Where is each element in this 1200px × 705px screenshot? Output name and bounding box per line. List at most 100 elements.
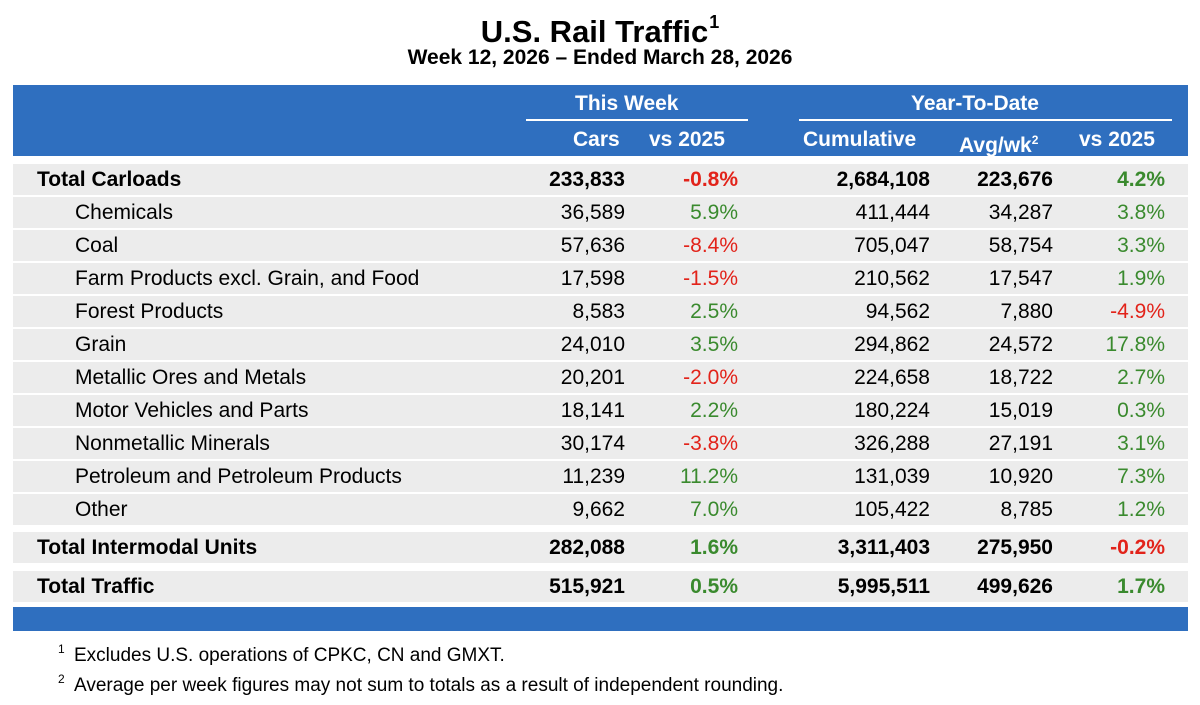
ytd-change: 3.8% [1117,201,1165,224]
cumulative-value: 210,562 [854,267,930,290]
avg-week-value: 58,754 [988,234,1053,257]
cars-value: 18,141 [560,399,625,422]
row-label: Petroleum and Petroleum Products [75,465,402,488]
ytd-change: 17.8% [1105,333,1165,356]
header-cumulative: Cumulative [803,128,917,151]
cumulative-value: 2,684,108 [836,168,930,191]
table-row: Motor Vehicles and Parts 18,141 2.2% 180,22… [13,395,1188,426]
header-vs2025: vs 2025 [649,128,725,151]
row-label: Metallic Ores and Metals [75,366,307,389]
table-row: Coal 57,636 -8.4% 705,047 58,754 3.3% [13,230,1188,261]
header-cars: Cars [573,128,620,151]
ytd-change: 0.3% [1117,399,1165,422]
table-row: Chemicals 36,589 5.9% 411,444 34,287 3.8% [13,197,1188,228]
row-label: Grain [75,333,127,356]
header-ytd: Year-To-Date [911,92,1039,115]
row-label: Other [75,498,128,521]
avg-week-value: 24,572 [988,333,1053,356]
cumulative-value: 705,047 [854,234,930,257]
cumulative-value: 3,311,403 [837,536,930,559]
footnote-1: 1 Excludes U.S. operations of CPKC, CN an… [58,642,505,666]
table-row: Metallic Ores and Metals 20,201 -2.0% 224,6… [13,362,1188,393]
cars-value: 36,589 [560,201,625,224]
cumulative-value: 224,658 [854,366,930,389]
ytd-change: 3.3% [1117,234,1165,257]
ytd-change: 1.2% [1117,498,1165,521]
cars-value: 8,583 [572,300,625,323]
cars-value: 57,636 [560,234,625,257]
table-row: Other 9,662 7.0% 105,422 8,785 1.2% [13,494,1188,525]
ytd-change: -4.9% [1110,300,1165,323]
row-label: Total Traffic [37,575,155,598]
footnote-2: 2 Average per week figures may not sum to… [58,672,784,696]
table-footer-bar [13,607,1188,631]
cars-change: 1.6% [690,536,738,559]
row-label: Forest Products [75,300,224,323]
ytd-change: 2.7% [1117,366,1165,389]
cars-change: 2.5% [690,300,738,323]
cars-value: 515,921 [549,575,625,598]
header-avgwk: Avg/wk2 [959,133,1039,157]
table-row: Total Intermodal Units 282,088 1.6% 3,311,4… [13,532,1188,563]
cars-change: 5.9% [690,201,738,224]
row-label: Motor Vehicles and Parts [75,399,309,422]
table-row: Forest Products 8,583 2.5% 94,562 7,880 -4.9% [13,296,1188,327]
cumulative-value: 294,862 [854,333,930,356]
cars-value: 9,662 [572,498,625,521]
page-subtitle: Week 12, 2026 – Ended March 28, 2026 [407,46,793,69]
avg-week-value: 34,287 [988,201,1053,224]
table-row: Farm Products excl. Grain, and Food 17,59… [13,263,1188,294]
row-label: Total Intermodal Units [37,536,258,559]
table-row: Grain 24,010 3.5% 294,862 24,572 17.8% [13,329,1188,360]
ytd-change: 1.9% [1117,267,1165,290]
cars-change: 11.2% [680,465,738,488]
table-row: Petroleum and Petroleum Products 11,239 11… [13,461,1188,492]
cars-change: 2.2% [690,399,738,422]
avg-week-value: 18,722 [988,366,1053,389]
avg-week-value: 7,880 [1000,300,1053,323]
cars-value: 30,174 [560,432,625,455]
cars-change: -0.8% [683,168,738,191]
cars-change: -8.4% [683,234,738,257]
this-week-divider [526,119,748,121]
cars-change: 3.5% [690,333,738,356]
avg-week-value: 275,950 [977,536,1053,559]
cumulative-value: 180,224 [854,399,930,422]
cars-change: -2.0% [683,366,738,389]
cars-change: 7.0% [690,498,738,521]
avg-week-value: 499,626 [977,575,1053,598]
table-row: Nonmetallic Minerals 30,174 -3.8% 326,288 27… [13,428,1188,459]
table-row: Total Carloads 233,833 -0.8% 2,684,108 223,6… [13,164,1188,195]
table-row: Total Traffic 515,921 0.5% 5,995,511 499,626… [13,571,1188,602]
avg-week-value: 223,676 [977,168,1053,191]
cars-value: 282,088 [549,536,625,559]
ytd-divider [799,119,1172,121]
row-label: Nonmetallic Minerals [75,432,270,455]
avg-week-value: 17,547 [988,267,1053,290]
avg-week-value: 10,920 [988,465,1053,488]
cars-change: -3.8% [683,432,738,455]
row-label: Chemicals [75,201,174,224]
cars-value: 233,833 [549,168,625,191]
cumulative-value: 326,288 [854,432,930,455]
cars-value: 17,598 [560,267,625,290]
title-footnote-mark: 1 [709,12,720,32]
row-label: Farm Products excl. Grain, and Food [75,267,420,290]
cars-value: 11,239 [562,465,625,488]
table-header: This Week Year-To-Date Cars vs 2025 Cumu… [13,85,1188,157]
cumulative-value: 131,039 [854,465,930,488]
ytd-change: 7.3% [1117,465,1165,488]
cars-value: 24,010 [560,333,625,356]
cumulative-value: 105,422 [854,498,930,521]
ytd-change: 4.2% [1117,168,1165,191]
cars-change: -1.5% [683,267,738,290]
cars-value: 20,201 [560,366,625,389]
ytd-change: 3.1% [1117,432,1165,455]
cars-change: 0.5% [690,575,738,598]
cumulative-value: 5,995,511 [837,575,930,598]
row-label: Coal [75,234,119,257]
cumulative-value: 94,562 [865,300,930,323]
ytd-change: 1.7% [1117,575,1165,598]
row-label: Total Carloads [37,168,182,191]
ytd-change: -0.2% [1110,536,1165,559]
